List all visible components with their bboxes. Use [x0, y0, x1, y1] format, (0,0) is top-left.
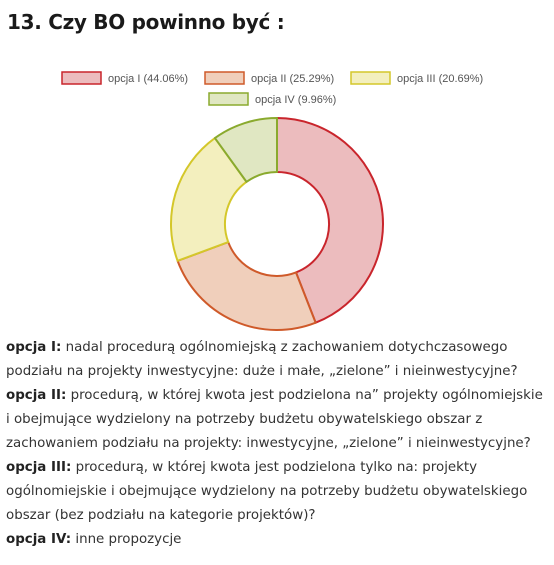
option-1-description: opcja I: nadal procedurą ogólnomiejską z…	[6, 336, 550, 384]
option-2-text: procedurą, w której kwota jest podzielon…	[6, 388, 543, 451]
donut-slice-opcja-iv	[213, 117, 278, 183]
option-4-text: inne propozycje	[71, 532, 182, 547]
option-2-label: opcja II:	[6, 388, 67, 403]
option-4-description: opcja IV: inne propozycje	[6, 528, 550, 552]
options-description: opcja I: nadal procedurą ogólnomiejską z…	[6, 336, 550, 552]
option-3-label: opcja III:	[6, 460, 72, 475]
option-1-label: opcja I:	[6, 340, 62, 355]
legend-swatch-1	[61, 71, 102, 85]
legend-label-1: opcja I (44.06%)	[108, 73, 188, 85]
option-2-description: opcja II: procedurą, w której kwota jest…	[6, 384, 550, 456]
page-title: 13. Czy BO powinno być :	[7, 10, 285, 34]
legend-swatch-4	[208, 92, 249, 106]
option-3-text: procedurą, w której kwota jest podzielon…	[6, 460, 528, 523]
donut-slice-opcja-iii	[170, 137, 248, 262]
legend-swatch-2	[204, 71, 245, 85]
legend-label-4: opcja IV (9.96%)	[255, 94, 336, 106]
option-3-description: opcja III: procedurą, w której kwota jes…	[6, 456, 550, 528]
legend-label-2: opcja II (25.29%)	[251, 73, 334, 85]
legend-swatch-3	[350, 71, 391, 85]
chart-slices	[170, 117, 384, 331]
option-1-text: nadal procedurą ogólnomiejską z zachowan…	[6, 340, 518, 379]
legend-label-3: opcja III (20.69%)	[397, 73, 483, 85]
chart-legend: opcja I (44.06%) opcja II (25.29%) opcja I…	[61, 71, 483, 106]
donut-chart: opcja I (44.06%) opcja II (25.29%) opcja I…	[61, 71, 483, 331]
option-4-label: opcja IV:	[6, 532, 72, 547]
donut-slice-opcja-i	[276, 117, 384, 324]
donut-slice-opcja-ii	[176, 241, 317, 331]
